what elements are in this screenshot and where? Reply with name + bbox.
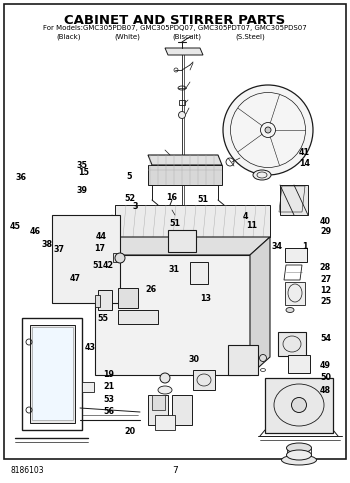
Polygon shape [148,395,168,425]
Text: 44: 44 [96,232,107,241]
Ellipse shape [287,443,312,453]
Text: 39: 39 [77,186,88,195]
Text: 37: 37 [53,245,64,254]
Text: 38: 38 [42,241,53,249]
Bar [193,370,215,390]
Text: (Biscuit): (Biscuit) [173,33,202,40]
Text: 42: 42 [103,261,114,270]
Text: 51: 51 [197,195,209,204]
Text: (White): (White) [115,33,141,40]
Polygon shape [148,155,222,165]
Text: 40: 40 [320,217,331,226]
Text: 11: 11 [246,221,258,230]
Bar [288,355,310,373]
Text: 51: 51 [169,219,181,228]
Text: (Black): (Black) [56,33,80,40]
Text: 19: 19 [103,370,114,379]
Polygon shape [32,327,73,420]
Text: For Models:GMC305PDB07, GMC305PDQ07, GMC305PDT07, GMC305PDS07: For Models:GMC305PDB07, GMC305PDQ07, GMC… [43,25,307,31]
Bar [82,382,94,392]
Ellipse shape [287,450,312,460]
Ellipse shape [160,373,170,383]
Text: 28: 28 [320,263,331,271]
Ellipse shape [265,127,271,133]
Text: 3: 3 [132,202,138,211]
Bar [113,253,122,262]
Bar [285,248,307,262]
Polygon shape [118,288,138,308]
Text: 8186103: 8186103 [10,466,44,474]
Polygon shape [95,255,250,375]
Text: 1: 1 [302,242,307,251]
Polygon shape [30,325,75,423]
Bar [179,100,185,105]
Ellipse shape [253,170,271,180]
Text: 45: 45 [9,222,20,230]
Polygon shape [250,237,270,375]
Ellipse shape [178,112,186,118]
Bar [95,295,100,307]
Text: 41: 41 [299,148,310,156]
Text: 46: 46 [29,227,41,236]
Text: 43: 43 [85,343,96,352]
Text: 17: 17 [94,244,105,253]
Text: 47: 47 [70,274,81,283]
Text: 4: 4 [242,212,248,221]
Polygon shape [285,282,305,305]
Text: 13: 13 [200,294,211,302]
Bar [265,378,333,433]
Ellipse shape [286,308,294,313]
Text: 54: 54 [320,334,331,342]
Text: 14: 14 [299,159,310,168]
Text: 5: 5 [126,172,132,181]
Text: 31: 31 [168,265,180,273]
Text: 52: 52 [124,194,135,202]
Bar [278,332,306,356]
Polygon shape [115,205,270,237]
Text: 35: 35 [77,161,88,170]
Text: 55: 55 [98,314,109,323]
Text: 12: 12 [320,286,331,295]
Polygon shape [98,290,112,310]
Polygon shape [280,185,308,215]
Ellipse shape [292,398,307,412]
Text: 51: 51 [92,261,104,270]
Bar [228,345,258,375]
Text: 29: 29 [320,227,331,236]
Ellipse shape [223,85,313,175]
Polygon shape [148,165,222,185]
Text: 36: 36 [15,173,27,182]
Polygon shape [172,395,192,425]
Text: 26: 26 [145,285,156,294]
Ellipse shape [281,455,316,465]
Text: 48: 48 [320,386,331,395]
Text: 7: 7 [172,466,178,474]
Text: 15: 15 [78,168,90,177]
Text: 53: 53 [103,395,114,404]
Text: 30: 30 [189,355,200,364]
Text: 21: 21 [103,382,114,391]
Text: 34: 34 [271,242,282,251]
Bar [118,310,158,324]
Text: CABINET AND STIRRER PARTS: CABINET AND STIRRER PARTS [64,14,286,27]
Ellipse shape [259,355,266,361]
Text: 25: 25 [320,298,331,306]
Ellipse shape [115,253,125,263]
Text: 50: 50 [320,373,331,382]
Text: 27: 27 [320,275,331,284]
Polygon shape [95,237,270,255]
Text: 49: 49 [320,361,331,370]
Bar [155,415,175,430]
Bar [168,230,196,252]
Text: 16: 16 [166,193,177,201]
Ellipse shape [158,386,172,394]
Polygon shape [152,395,165,410]
Text: 20: 20 [124,427,135,436]
Bar [190,262,208,284]
Text: 56: 56 [103,407,114,416]
Polygon shape [165,48,203,55]
Text: (S.Steel): (S.Steel) [236,33,265,40]
Bar [52,215,120,303]
